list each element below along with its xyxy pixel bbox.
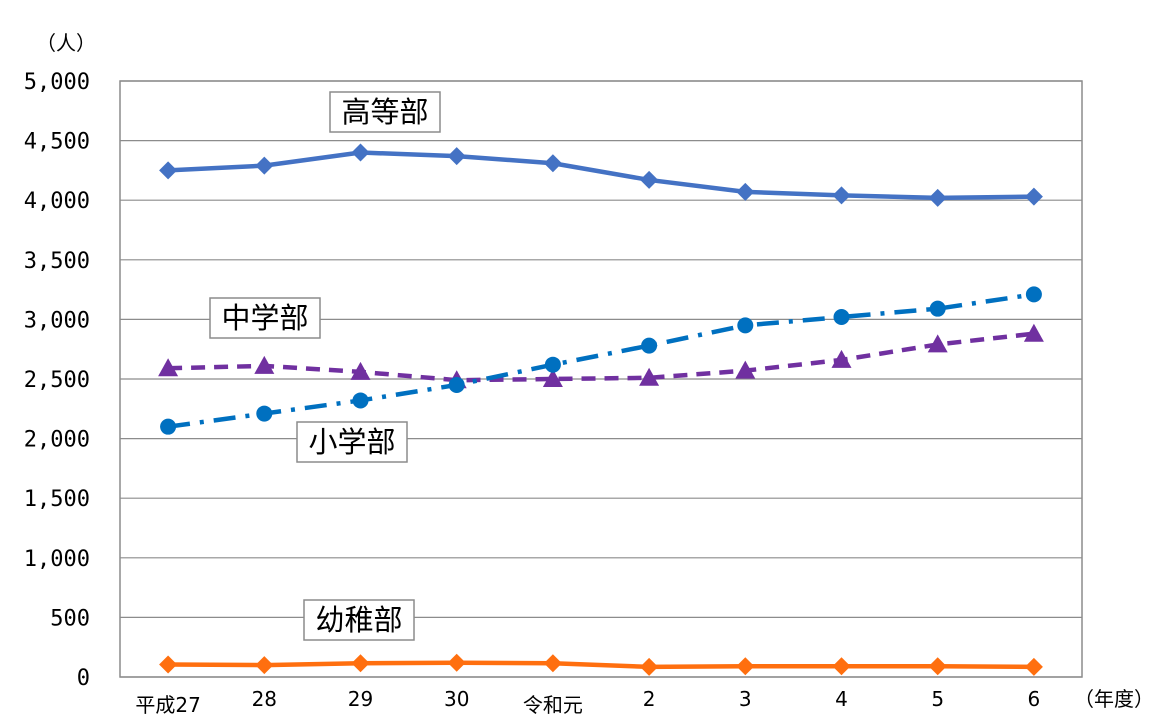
series-0 [159, 143, 1043, 207]
x-tick-label: 令和元 [523, 693, 583, 717]
x-tick-label: 5 [931, 687, 944, 711]
data-point [833, 309, 850, 326]
data-point [542, 369, 563, 387]
data-point [255, 656, 274, 675]
data-point [737, 317, 754, 334]
data-point [351, 654, 370, 673]
data-point [448, 376, 465, 393]
data-point [928, 188, 947, 207]
data-point [544, 356, 561, 373]
data-point [1023, 323, 1044, 342]
data-point [929, 300, 946, 317]
data-point [1024, 187, 1043, 206]
y-tick-label: 2,500 [24, 368, 90, 393]
series-label-box [329, 91, 441, 133]
y-axis-unit: （人） [36, 31, 96, 55]
series-label-text: 高等部 [341, 95, 428, 129]
data-point [640, 170, 659, 189]
data-point [255, 156, 274, 175]
series-label-text: 幼稚部 [315, 603, 402, 637]
y-tick-label: 4,500 [24, 130, 90, 155]
data-point [256, 405, 273, 422]
x-tick-label: 6 [1028, 687, 1041, 711]
series-label-text: 中学部 [221, 301, 308, 335]
data-point [350, 361, 371, 380]
plot-frame [119, 80, 1083, 678]
y-tick-label: 1,000 [24, 547, 90, 572]
x-tick-label: 4 [835, 687, 848, 711]
series-label-shougakubu: 小学部 [296, 421, 408, 463]
series-label-box [209, 297, 321, 339]
series-line [167, 292, 1035, 429]
y-tick-label: 3,500 [24, 249, 90, 274]
data-point [928, 657, 947, 676]
series-label-box [303, 599, 415, 641]
series-label-chuugakubu: 中学部 [209, 297, 321, 339]
x-tick-label: 平成27 [135, 693, 200, 717]
data-point [543, 654, 562, 673]
data-point [927, 334, 948, 353]
data-point [831, 349, 852, 368]
data-point [159, 655, 178, 674]
series-label-box [296, 421, 408, 463]
data-point [640, 657, 659, 676]
data-point [254, 355, 275, 374]
x-axis-unit: （年度） [1074, 687, 1153, 711]
series-line [168, 331, 1035, 383]
data-point [736, 182, 755, 201]
data-point [352, 392, 369, 409]
series-line [167, 150, 1034, 201]
x-tick-label: 30 [444, 687, 469, 711]
y-tick-label: 2,000 [24, 428, 90, 453]
y-tick-label: 4,000 [24, 189, 90, 214]
x-axis-ticks: 平成27 28 29 30 令和元 2 3 4 5 6 [135, 687, 1040, 717]
data-point [736, 657, 755, 676]
y-axis-ticks: 0 500 1,000 1,500 2,000 2,500 3,000 3,500 4,000 4… [24, 70, 90, 691]
data-point [158, 358, 179, 377]
series-3 [159, 653, 1043, 676]
data-point [447, 653, 466, 672]
y-tick-label: 5,000 [24, 70, 90, 95]
data-point [1024, 657, 1043, 676]
data-point [735, 360, 756, 379]
y-tick-label: 3,000 [24, 308, 90, 333]
series-label-youchibu: 幼稚部 [303, 599, 415, 641]
data-point [639, 367, 660, 386]
x-tick-label: 3 [739, 687, 752, 711]
series-lines [158, 143, 1044, 676]
x-tick-label: 2 [643, 687, 656, 711]
x-tick-label: 29 [348, 687, 373, 711]
y-tick-label: 0 [77, 666, 90, 691]
x-tick-label: 28 [252, 687, 277, 711]
data-point [832, 657, 851, 676]
series-label-koutoubu: 高等部 [329, 91, 441, 133]
data-point [447, 147, 466, 166]
data-point [543, 154, 562, 173]
data-point [160, 418, 177, 435]
data-point [1025, 286, 1042, 303]
data-point [832, 186, 851, 205]
data-point [159, 161, 178, 180]
series-label-text: 小学部 [308, 425, 395, 459]
y-tick-label: 1,500 [24, 487, 90, 512]
data-point [641, 337, 658, 354]
series-line [168, 660, 1034, 670]
series-2 [160, 286, 1042, 435]
data-point [351, 143, 370, 162]
y-tick-label: 500 [50, 606, 90, 631]
